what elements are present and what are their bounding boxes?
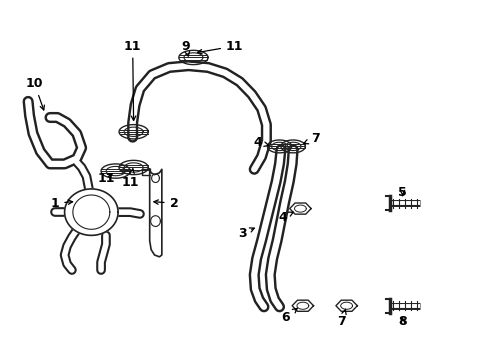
- Text: 7: 7: [303, 132, 319, 145]
- Text: 3: 3: [237, 227, 254, 240]
- Polygon shape: [149, 169, 162, 257]
- Text: 4: 4: [253, 136, 268, 149]
- Polygon shape: [64, 189, 118, 235]
- Text: 7: 7: [337, 309, 346, 328]
- Text: 5: 5: [397, 186, 406, 199]
- Text: 11: 11: [123, 40, 141, 121]
- Polygon shape: [142, 169, 149, 175]
- Text: 2: 2: [154, 197, 178, 210]
- Text: 6: 6: [281, 309, 297, 324]
- Polygon shape: [291, 300, 313, 311]
- Text: 8: 8: [397, 315, 406, 328]
- Text: 9: 9: [182, 40, 190, 56]
- Text: 11: 11: [197, 40, 243, 54]
- Text: 10: 10: [26, 77, 44, 110]
- Text: 4: 4: [278, 211, 293, 224]
- Text: 11: 11: [121, 169, 139, 189]
- Polygon shape: [335, 300, 357, 311]
- Text: 11: 11: [97, 172, 115, 185]
- Polygon shape: [289, 203, 310, 214]
- Text: 1: 1: [50, 197, 72, 210]
